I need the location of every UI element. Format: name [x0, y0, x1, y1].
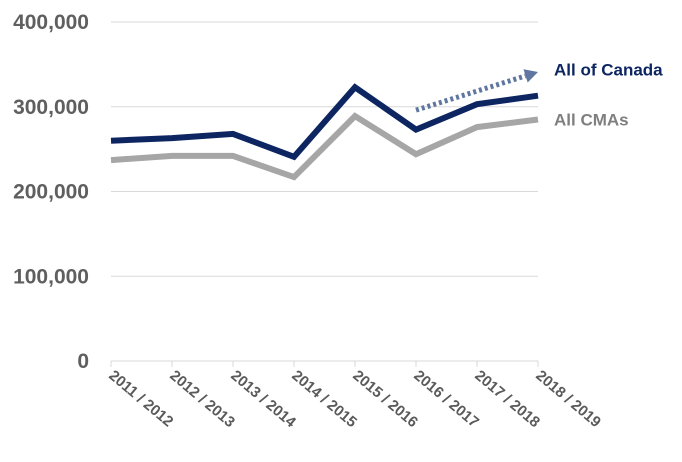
series-layer — [110, 83, 539, 181]
x-tick-label: 2014 / 2015 — [288, 367, 360, 431]
series-labels: All of Canada All CMAs — [554, 61, 663, 130]
y-tick-label: 200,000 — [13, 181, 89, 204]
y-axis-ticks: 0 100,000 200,000 300,000 400,000 — [13, 11, 89, 373]
x-tick-label: 2015 / 2016 — [349, 367, 421, 431]
x-tick-label: 2017 / 2018 — [471, 367, 543, 431]
series-label: All of Canada — [554, 61, 663, 80]
y-tick-label: 300,000 — [13, 96, 89, 119]
trend-arrow-shaft — [415, 73, 527, 113]
x-tick-label: 2016 / 2017 — [410, 367, 482, 431]
x-tick-label: 2013 / 2014 — [227, 367, 299, 431]
y-tick-label: 400,000 — [13, 11, 89, 34]
x-tick-label: 2018 / 2019 — [532, 367, 604, 431]
series-line-all-cmas — [110, 112, 539, 181]
grid-layer — [111, 21, 538, 277]
x-tick-label: 2012 / 2013 — [166, 367, 238, 431]
series-line-all-of-canada — [110, 83, 539, 161]
series-label: All CMAs — [554, 110, 629, 129]
x-tick-label: 2011 / 2012 — [105, 367, 176, 430]
trend-arrow-head — [523, 69, 538, 83]
y-tick-label: 0 — [77, 350, 89, 373]
y-tick-label: 100,000 — [13, 265, 89, 288]
annotation-layer — [415, 69, 538, 113]
